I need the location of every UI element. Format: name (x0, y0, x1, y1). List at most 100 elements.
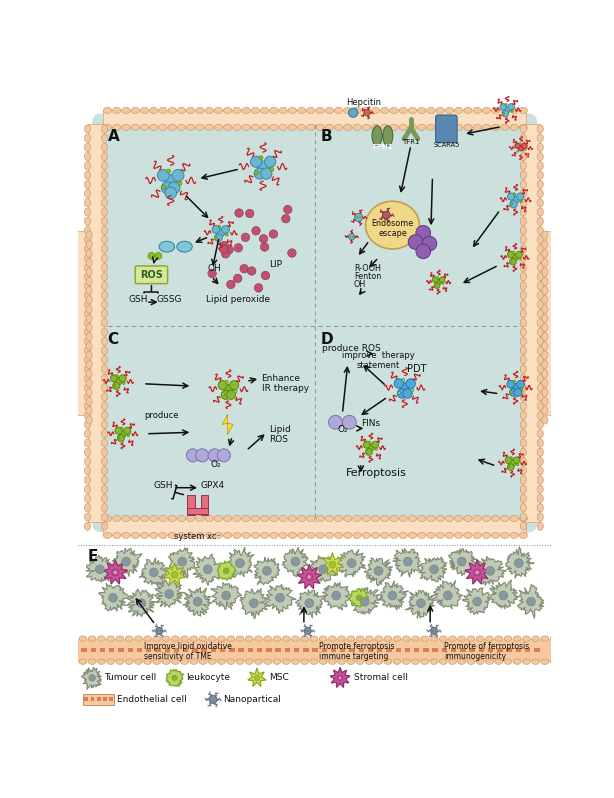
Polygon shape (99, 583, 129, 611)
Ellipse shape (559, 268, 565, 276)
Ellipse shape (520, 217, 526, 225)
Bar (525, 648, 530, 652)
Ellipse shape (85, 124, 91, 133)
Ellipse shape (85, 485, 91, 493)
Ellipse shape (537, 217, 543, 225)
Ellipse shape (520, 430, 526, 438)
Circle shape (510, 389, 517, 397)
Ellipse shape (537, 338, 543, 346)
Ellipse shape (537, 199, 543, 207)
Ellipse shape (298, 532, 306, 539)
Ellipse shape (319, 659, 327, 665)
Circle shape (276, 594, 284, 602)
Polygon shape (518, 584, 544, 618)
Circle shape (365, 448, 372, 456)
Circle shape (329, 561, 336, 568)
Ellipse shape (187, 516, 195, 522)
Ellipse shape (537, 365, 543, 373)
Ellipse shape (559, 323, 565, 332)
Ellipse shape (260, 107, 269, 113)
Ellipse shape (542, 361, 548, 369)
Ellipse shape (101, 346, 107, 354)
Ellipse shape (131, 516, 139, 522)
Circle shape (235, 209, 243, 217)
Ellipse shape (199, 636, 207, 642)
Ellipse shape (501, 532, 509, 539)
Circle shape (115, 378, 122, 385)
Ellipse shape (537, 208, 543, 216)
Bar (545, 231, 562, 415)
Ellipse shape (520, 282, 526, 290)
Ellipse shape (519, 107, 527, 113)
Ellipse shape (79, 636, 87, 642)
Circle shape (306, 574, 313, 580)
Ellipse shape (227, 636, 235, 642)
Ellipse shape (159, 516, 167, 522)
Ellipse shape (270, 516, 278, 522)
Ellipse shape (86, 305, 92, 313)
Ellipse shape (542, 351, 548, 359)
Circle shape (352, 236, 354, 237)
Ellipse shape (421, 636, 429, 642)
Ellipse shape (542, 323, 548, 332)
Circle shape (111, 375, 117, 382)
Ellipse shape (542, 379, 548, 387)
Ellipse shape (86, 361, 92, 369)
Ellipse shape (365, 201, 419, 249)
Ellipse shape (101, 134, 107, 142)
Ellipse shape (371, 124, 379, 130)
Polygon shape (351, 587, 379, 614)
Ellipse shape (190, 636, 198, 642)
Ellipse shape (159, 124, 167, 130)
Ellipse shape (246, 636, 253, 642)
Ellipse shape (63, 246, 112, 400)
Ellipse shape (319, 636, 327, 642)
Bar (155, 648, 161, 652)
Circle shape (220, 242, 228, 250)
Ellipse shape (486, 659, 493, 665)
Ellipse shape (307, 532, 315, 539)
Ellipse shape (214, 107, 222, 113)
Ellipse shape (537, 152, 543, 160)
Ellipse shape (150, 107, 158, 113)
Circle shape (221, 390, 230, 400)
Ellipse shape (559, 296, 565, 304)
Ellipse shape (85, 393, 91, 401)
Bar (285, 648, 290, 652)
Ellipse shape (510, 516, 518, 522)
Circle shape (178, 557, 187, 566)
Ellipse shape (144, 659, 152, 665)
Ellipse shape (85, 411, 91, 420)
Bar (83, 694, 114, 705)
Ellipse shape (520, 421, 526, 429)
Circle shape (512, 384, 519, 392)
Ellipse shape (483, 532, 491, 539)
Text: O₂: O₂ (210, 460, 220, 469)
Ellipse shape (85, 522, 91, 530)
Circle shape (511, 110, 513, 113)
Ellipse shape (325, 107, 333, 113)
Ellipse shape (520, 245, 526, 253)
Bar (187, 496, 195, 516)
Ellipse shape (107, 636, 114, 642)
Circle shape (122, 557, 130, 566)
Ellipse shape (418, 516, 426, 522)
Circle shape (306, 630, 307, 631)
Ellipse shape (101, 199, 107, 207)
Ellipse shape (85, 495, 91, 503)
Ellipse shape (168, 532, 176, 539)
Ellipse shape (520, 199, 526, 207)
Ellipse shape (501, 124, 509, 130)
Circle shape (513, 380, 516, 383)
Circle shape (402, 378, 405, 381)
Circle shape (305, 598, 314, 607)
Ellipse shape (559, 369, 565, 377)
Circle shape (227, 390, 236, 400)
Ellipse shape (537, 384, 543, 392)
Ellipse shape (520, 273, 526, 281)
Ellipse shape (537, 235, 543, 244)
Ellipse shape (104, 532, 112, 539)
Circle shape (172, 675, 177, 681)
Circle shape (363, 441, 370, 448)
Ellipse shape (537, 421, 543, 429)
